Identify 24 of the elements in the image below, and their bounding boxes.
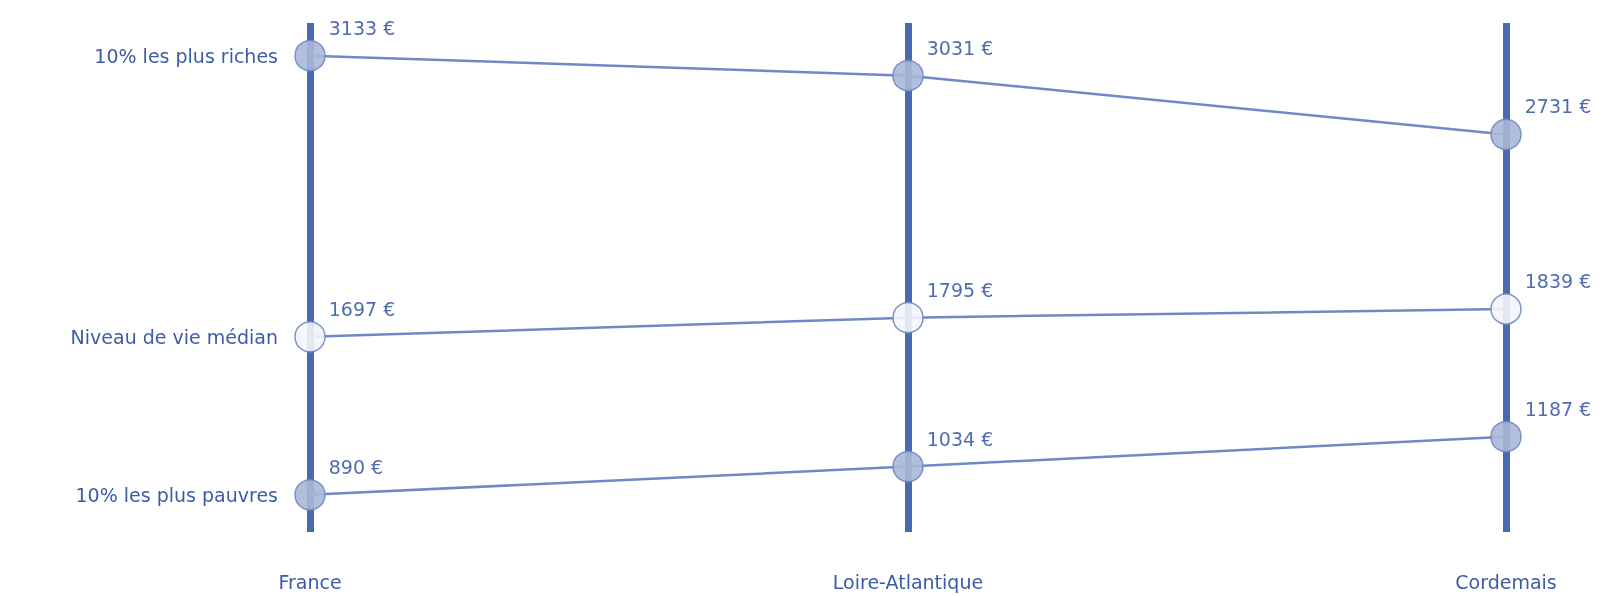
series-label: 10% les plus pauvres <box>75 483 278 506</box>
series-label: Niveau de vie médian <box>70 325 278 348</box>
data-label: 1187 € <box>1524 397 1592 420</box>
point <box>892 59 924 92</box>
point <box>1490 118 1522 151</box>
data-label: 1697 € <box>328 297 396 320</box>
data-label: 1034 € <box>926 427 994 450</box>
data-label: 1795 € <box>926 278 994 301</box>
data-label: 2731 € <box>1524 95 1592 118</box>
x-tick-label: France <box>278 570 342 593</box>
point <box>294 39 326 72</box>
series-label: 10% les plus riches <box>94 44 278 67</box>
data-label: 3031 € <box>926 36 994 59</box>
x-tick-label: Loire-Atlantique <box>832 570 984 593</box>
point <box>294 479 326 511</box>
data-label: 3133 € <box>328 16 396 39</box>
x-tick-label: Cordemais <box>1455 570 1557 593</box>
point <box>892 301 924 334</box>
point <box>1490 420 1522 453</box>
data-label: 1839 € <box>1524 270 1592 293</box>
point <box>1490 293 1522 325</box>
point <box>294 321 326 353</box>
point <box>892 450 924 483</box>
data-label: 890 € <box>328 455 384 478</box>
